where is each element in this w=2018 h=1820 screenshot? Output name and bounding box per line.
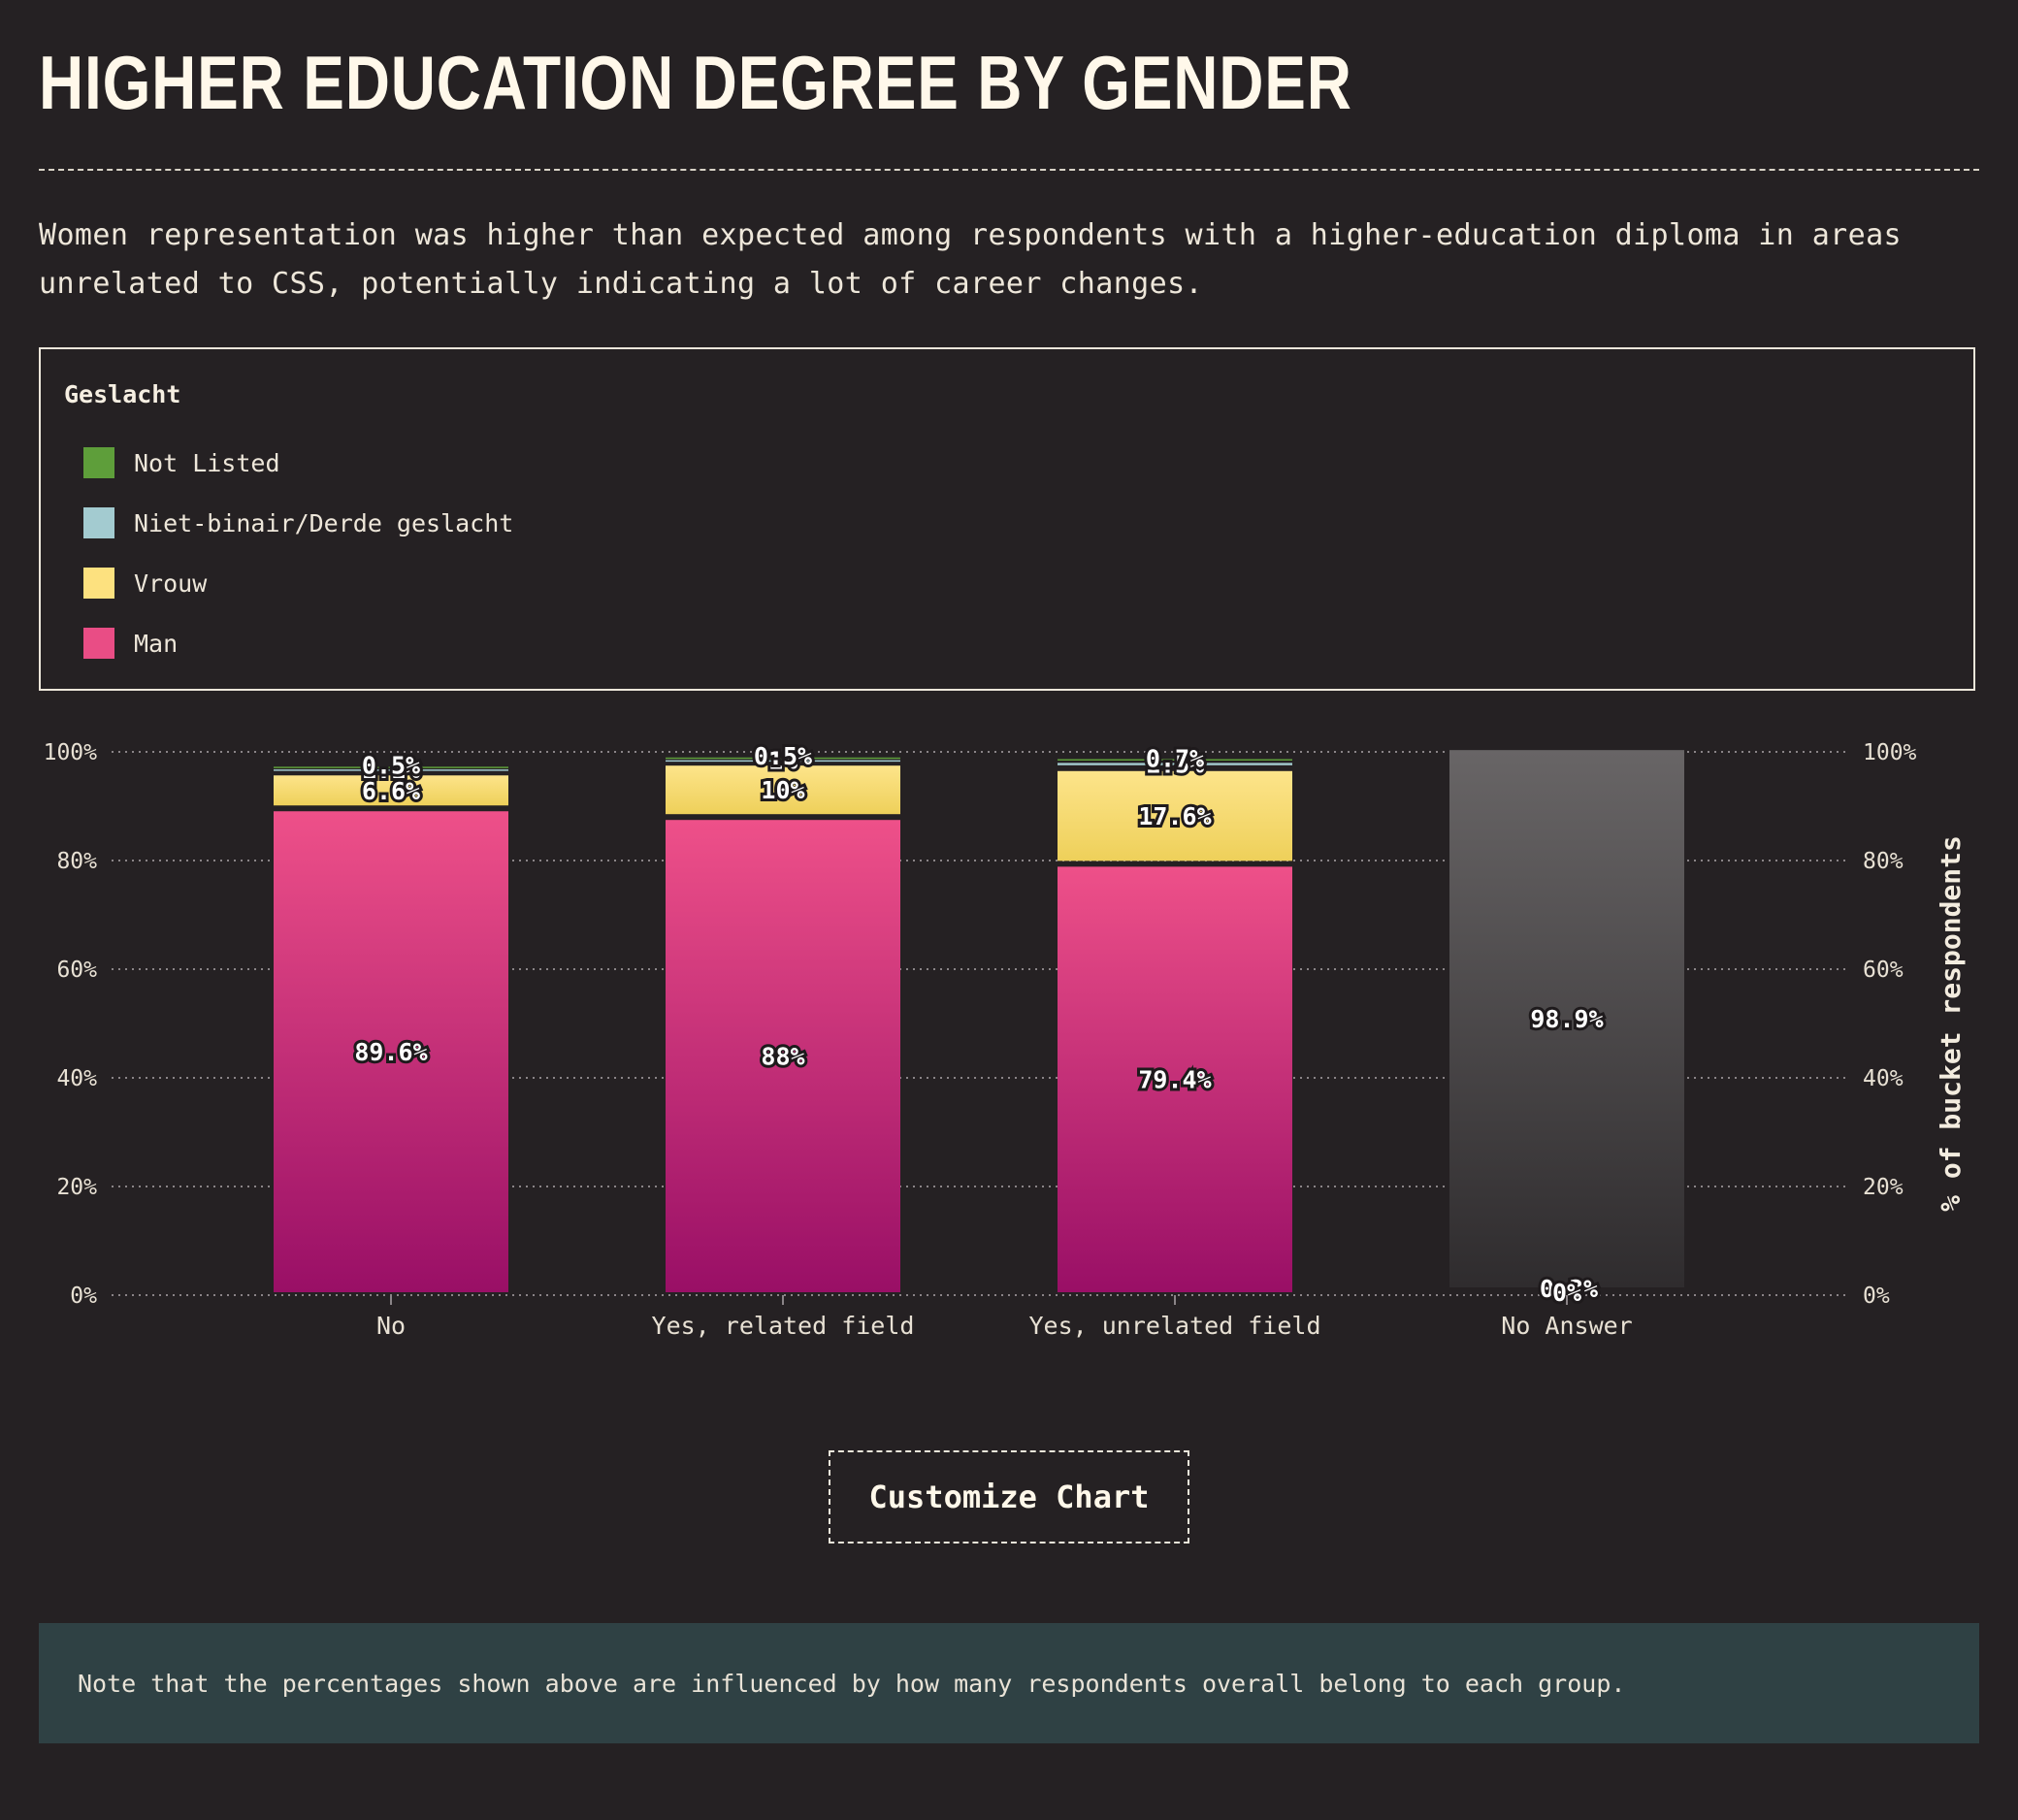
bar-value-label: 1.5% — [1146, 751, 1204, 779]
bar-segment — [1058, 770, 1292, 861]
bar-segment — [274, 811, 508, 1292]
bar-value-label: 98.9% — [1530, 1005, 1603, 1033]
bar-value-label: 89.6% — [354, 1038, 427, 1066]
legend-label: Vrouw — [134, 569, 208, 598]
bar-segment — [274, 769, 508, 771]
chart-legend: Geslacht Not Listed Niet-binair/Derde ge… — [39, 347, 1975, 691]
chart-description: Women representation was higher than exp… — [39, 218, 1902, 301]
bar-segment — [1058, 866, 1292, 1292]
legend-item-vrouw[interactable]: Vrouw — [83, 567, 207, 600]
y-tick-label-left: 20% — [56, 1175, 97, 1200]
customize-chart-button[interactable]: Customize Chart — [829, 1450, 1189, 1544]
legend-swatch — [83, 628, 114, 659]
x-tick-label: No Answer — [1501, 1312, 1632, 1340]
x-tick-label: No — [376, 1312, 406, 1340]
bar-value-label: 0.5% — [362, 752, 420, 780]
bar-value-label: 0.5% — [754, 742, 812, 770]
bar-segment — [666, 820, 900, 1292]
legend-item-man[interactable]: Man — [83, 627, 178, 660]
bar-segment — [666, 760, 900, 763]
bar-segment — [274, 766, 508, 768]
bar-segment — [274, 775, 508, 806]
bar-segment — [1449, 750, 1684, 1287]
bar-value-label: 1.1% — [362, 756, 420, 784]
bar-value-label: 88% — [761, 1043, 804, 1071]
y-tick-label-right: 0% — [1863, 1284, 1890, 1309]
stacked-bar-chart: 89.6%6.6%1.1%0.5%88%10%1%0.5%79.4%17.6%1… — [44, 739, 1967, 1340]
legend-label: Not Listed — [134, 448, 280, 477]
legend-swatch — [83, 568, 114, 599]
bar-value-label: 0.3% — [1540, 1275, 1598, 1303]
bar-value-label: 17.6% — [1138, 802, 1211, 830]
note-box: Note that the percentages shown above ar… — [39, 1623, 1979, 1743]
legend-label: Niet-binair/Derde geslacht — [134, 508, 514, 537]
y-axis-title: % of bucket respondents — [1935, 835, 1967, 1212]
y-tick-label-left: 0% — [70, 1284, 97, 1309]
y-tick-label-left: 40% — [56, 1066, 97, 1091]
legend-title: Geslacht — [64, 380, 181, 408]
legend-swatch — [83, 447, 114, 478]
legend-item-not-listed[interactable]: Not Listed — [83, 446, 280, 479]
y-tick-label-right: 40% — [1863, 1066, 1904, 1091]
legend-item-niet-binair[interactable]: Niet-binair/Derde geslacht — [83, 506, 513, 539]
y-tick-label-right: 20% — [1863, 1175, 1904, 1200]
note-text: Note that the percentages shown above ar… — [78, 1669, 1626, 1698]
bar-segment — [666, 765, 900, 815]
bar-value-label: 0.7% — [1146, 744, 1204, 772]
x-tick-label: Yes, unrelated field — [1028, 1312, 1320, 1340]
y-tick-label-right: 60% — [1863, 958, 1904, 983]
y-tick-label-left: 100% — [44, 740, 98, 765]
bar-segment — [1058, 763, 1292, 765]
bar-segment — [1058, 759, 1292, 761]
y-tick-label-left: 60% — [56, 958, 97, 983]
bar-segment — [666, 757, 900, 760]
bar-value-label: 10% — [761, 776, 804, 804]
bar-value-label: 1% — [768, 746, 797, 774]
x-tick-label: Yes, related field — [652, 1312, 915, 1340]
bar-value-label: 79.4% — [1138, 1066, 1211, 1094]
bar-value-label: 6.6% — [362, 777, 420, 805]
y-tick-label-left: 80% — [56, 849, 97, 874]
title-divider — [39, 169, 1979, 171]
y-tick-label-right: 80% — [1863, 849, 1904, 874]
legend-swatch — [83, 507, 114, 538]
legend-label: Man — [134, 629, 179, 658]
page-title: HIGHER EDUCATION DEGREE BY GENDER — [39, 40, 1352, 125]
y-tick-label-right: 100% — [1863, 740, 1917, 765]
